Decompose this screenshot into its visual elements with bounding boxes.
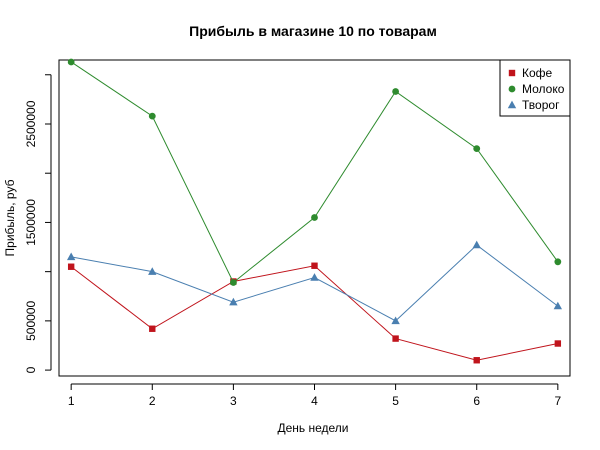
data-point [229,297,238,306]
data-point [310,273,319,281]
x-axis: 1 2 3 4 5 6 7 [68,383,561,408]
y-tick-label: 500000 [24,301,38,341]
data-point [67,58,75,66]
data-point [392,88,400,95]
legend-label: Молоко [522,82,565,96]
series-line [71,244,559,322]
x-tick-label: 6 [473,394,480,408]
chart-title: Прибыль в магазине 10 по товарам [189,23,437,39]
legend-marker [508,85,516,93]
data-point [229,279,237,286]
data-point [66,252,76,261]
data-point [554,340,562,347]
data-point [553,301,563,310]
data-point [473,357,480,364]
x-axis-label: День недели [277,421,348,435]
legend-marker [507,100,517,109]
y-tick-label: 1500000 [24,199,38,246]
x-tick-label: 5 [392,394,399,408]
x-tick-label: 3 [230,394,237,408]
x-tick-label: 4 [311,394,318,408]
series-line [70,61,559,284]
data-point [472,240,481,249]
data-point [149,325,156,332]
data-point [554,258,562,266]
data-point [473,145,481,152]
legend-label: Творог [522,98,560,112]
y-tick-label: 0 [24,366,38,373]
y-axis-label: Прибыль, руб [3,179,17,256]
x-tick-label: 7 [554,394,561,408]
data-point [148,267,157,275]
data-point [311,262,318,269]
legend-marker [508,69,516,77]
data-point [148,112,156,120]
plot-frame [58,59,571,377]
data-point [67,263,75,270]
data-point [311,214,318,221]
x-tick-label: 1 [68,394,75,408]
series-layer [66,58,563,364]
y-axis: 0 500000 1500000 2500000 [24,74,52,373]
legend-label: Кофе [522,66,553,80]
y-tick-label: 2500000 [24,100,38,147]
data-point [392,335,399,342]
data-point [391,316,400,325]
legend: Кофе Молоко Творог [499,59,571,117]
x-tick-label: 2 [149,394,156,408]
